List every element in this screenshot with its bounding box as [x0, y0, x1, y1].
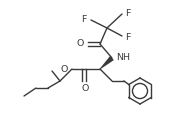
Text: F: F — [125, 33, 130, 42]
Text: F: F — [125, 9, 130, 18]
Text: O: O — [77, 39, 84, 49]
Text: NH: NH — [116, 53, 130, 62]
Polygon shape — [100, 56, 114, 69]
Text: O: O — [61, 65, 68, 74]
Text: F: F — [81, 15, 86, 25]
Text: O: O — [81, 84, 89, 93]
